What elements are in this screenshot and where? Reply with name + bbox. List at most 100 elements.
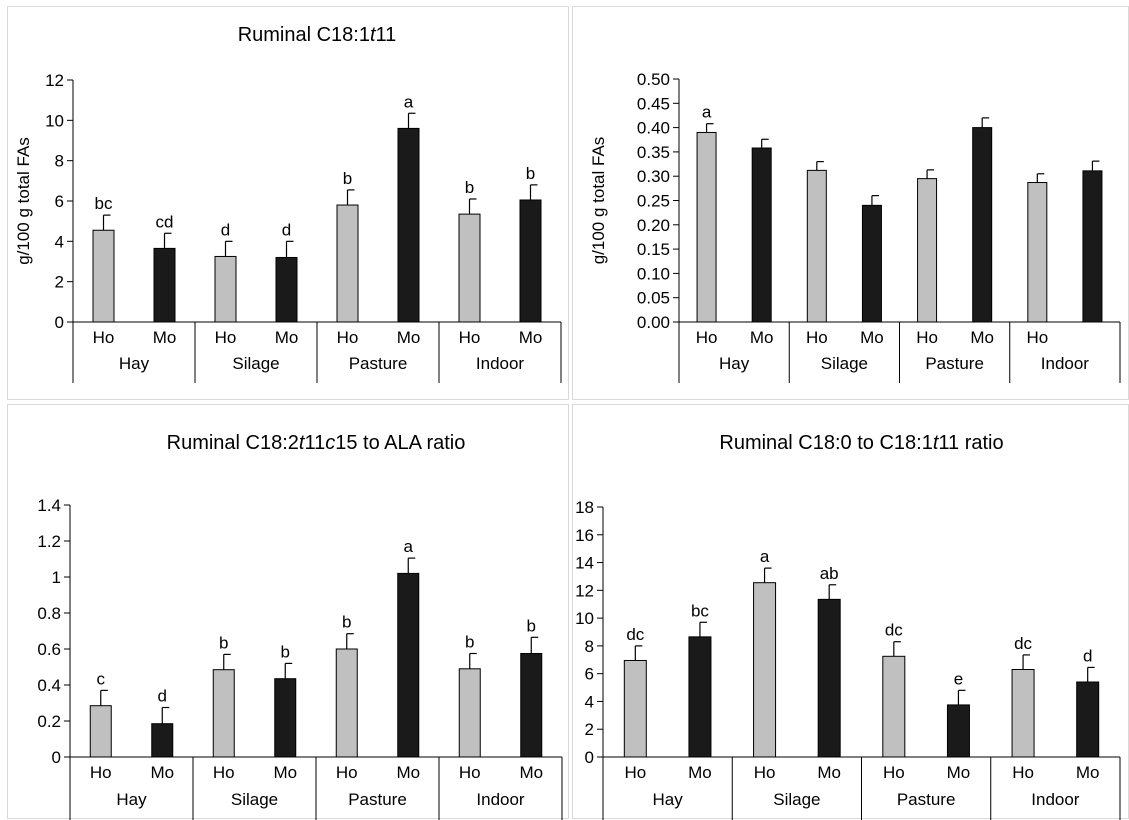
bar (212, 669, 235, 758)
bar (753, 582, 777, 758)
category-label: Ho (336, 763, 358, 782)
category-label: Mo (970, 328, 994, 347)
category-label: Ho (806, 328, 828, 347)
bar (861, 204, 882, 323)
bar (335, 648, 358, 758)
y-tick-label: 0 (55, 313, 64, 332)
y-tick-label: 6 (585, 665, 594, 684)
significance-letter: d (158, 687, 167, 706)
chart-panel-c18-0-to-c18-1t11-ratio: Ruminal C18:0 to C18:1t11 ratio 0 2 4 6 8 10 12… (572, 404, 1129, 820)
y-tick-label: 1 (52, 568, 61, 587)
y-tick-label: 0.25 (637, 192, 670, 211)
y-tick-label: 0 (52, 748, 61, 767)
y-tick-label: 4 (585, 692, 594, 711)
group-label: Hay (653, 790, 684, 809)
y-tick-label: 0.50 (637, 70, 670, 89)
chart-panel-unlabeled: g/100 g total FAs 0.00 0.05 0.10 0.15 0.20 0.2… (572, 6, 1129, 400)
category-label: Ho (459, 763, 481, 782)
y-tick-label: 18 (575, 498, 594, 517)
y-tick-label: 2 (585, 720, 594, 739)
y-axis-label: g/100 g total FAs (589, 137, 608, 265)
group-label: Silage (232, 354, 279, 373)
significance-letter: d (221, 220, 230, 239)
bar (972, 127, 993, 323)
bar (458, 668, 481, 758)
bar (397, 572, 420, 758)
group-label: Hay (119, 354, 150, 373)
group-label: Indoor (1031, 790, 1080, 809)
significance-letter: c (97, 669, 106, 688)
bar (275, 256, 298, 323)
group-label: Indoor (476, 354, 525, 373)
bar (458, 213, 481, 323)
bar (817, 598, 841, 758)
bar (397, 127, 420, 323)
significance-letter: b (526, 164, 535, 183)
bar (520, 653, 543, 758)
bar (274, 678, 297, 758)
group-label: Pasture (925, 354, 984, 373)
y-tick-label: 0.05 (637, 289, 670, 308)
y-tick-label: 0.10 (637, 264, 670, 283)
y-axis-label: g/100 g total FAs (14, 137, 33, 265)
significance-letter: b (342, 613, 351, 632)
y-tick-label: 0.30 (637, 167, 670, 186)
category-label: Mo (750, 328, 774, 347)
y-tick-label: 0 (585, 748, 594, 767)
significance-letter: a (702, 103, 712, 122)
significance-letter: dc (885, 621, 903, 640)
category-label: Ho (459, 328, 481, 347)
group-label: Pasture (349, 354, 408, 373)
y-tick-label: 6 (55, 192, 64, 211)
category-label: Mo (519, 763, 543, 782)
y-tick-label: 0.40 (637, 119, 670, 138)
y-tick-label: 0.45 (637, 94, 670, 113)
significance-letter: bc (95, 194, 113, 213)
chart-title: Ruminal C18:0 to C18:1t11 ratio (719, 432, 1003, 454)
chart-title: Ruminal C18:2t11c15 to ALA ratio (167, 432, 466, 454)
bar (1027, 182, 1048, 323)
bar (1082, 170, 1103, 323)
y-tick-label: 1.4 (37, 496, 61, 515)
y-tick-label: 10 (45, 111, 64, 130)
bar (519, 199, 542, 323)
y-tick-label: 2 (55, 273, 64, 292)
category-label: Mo (396, 763, 420, 782)
chart-svg: Ruminal C18:2t11c15 to ALA ratio 0 0.2 0.4 0… (37, 432, 563, 820)
y-tick-label: 0.2 (37, 712, 61, 731)
category-label: Mo (1076, 763, 1100, 782)
y-tick-label: 0.15 (637, 240, 670, 259)
category-label: Mo (947, 763, 971, 782)
significance-letter: b (465, 633, 474, 652)
group-label: Hay (116, 790, 147, 809)
category-label: Mo (273, 763, 297, 782)
significance-letter: d (1083, 646, 1092, 665)
category-label: Mo (397, 328, 421, 347)
bar (917, 178, 938, 323)
bar (882, 655, 906, 758)
y-tick-label: 10 (575, 609, 594, 628)
y-tick-label: 0.6 (37, 640, 61, 659)
bar (151, 723, 174, 758)
category-label: Ho (1026, 328, 1048, 347)
significance-letter: ab (820, 564, 839, 583)
bar (751, 147, 772, 323)
category-label: Ho (215, 328, 237, 347)
category-label: Mo (150, 763, 174, 782)
bar (1011, 669, 1035, 758)
y-tick-label: 4 (55, 232, 64, 251)
y-tick-label: 8 (585, 637, 594, 656)
group-label: Pasture (897, 790, 956, 809)
y-tick-label: 14 (575, 554, 594, 573)
category-label: Ho (213, 763, 235, 782)
category-label: Mo (153, 328, 177, 347)
bar (688, 636, 712, 758)
significance-letter: a (404, 92, 414, 111)
group-label: Silage (231, 790, 278, 809)
bar (696, 131, 717, 323)
bar (153, 247, 176, 323)
bar (336, 204, 359, 323)
significance-letter: b (281, 642, 290, 661)
category-label: Mo (860, 328, 884, 347)
significance-letter: a (760, 547, 770, 566)
